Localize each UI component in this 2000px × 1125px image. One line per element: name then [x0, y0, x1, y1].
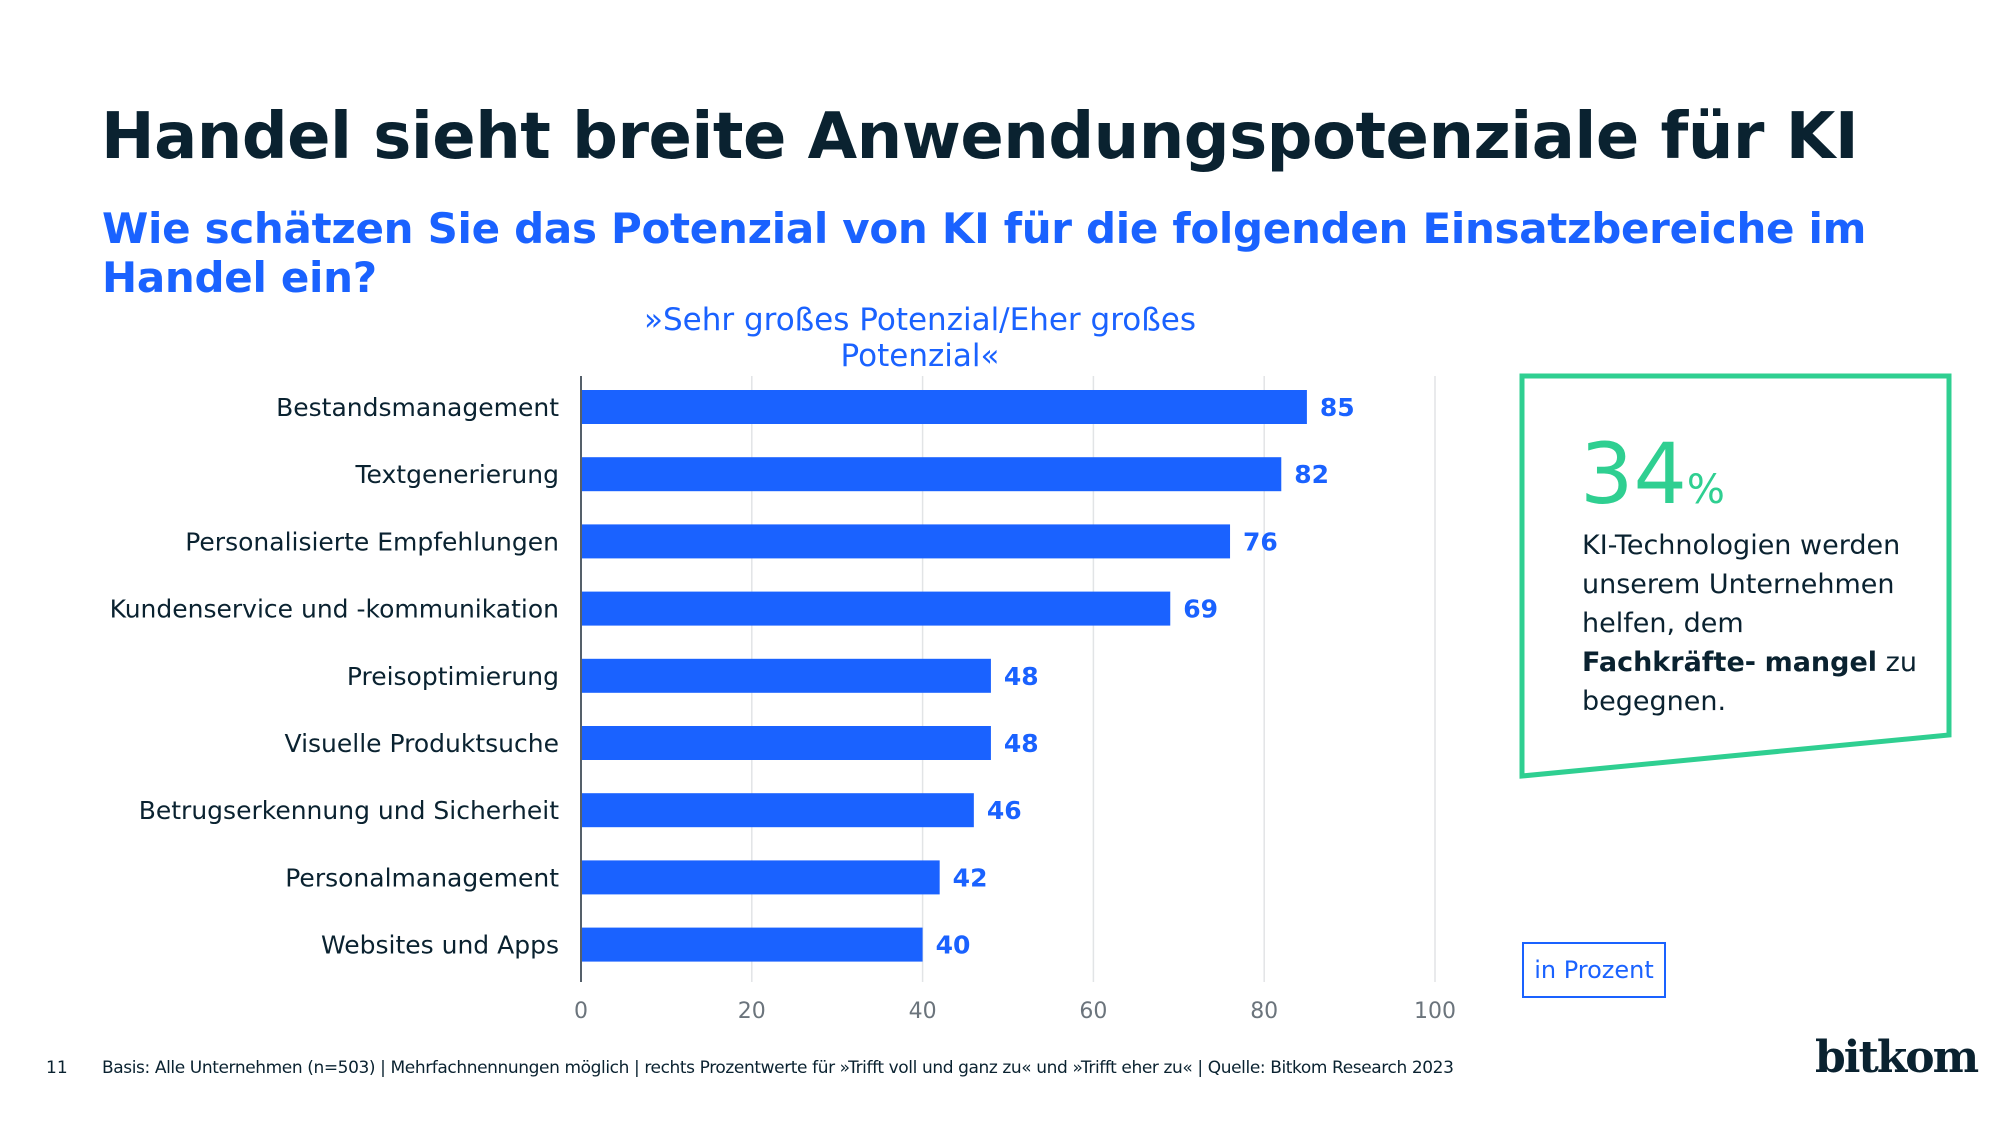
- callout-bold-2: mangel: [1764, 647, 1878, 678]
- category-label: Websites und Apps: [321, 931, 559, 960]
- x-tick-label: 100: [1414, 999, 1456, 1024]
- footnote: Basis: Alle Unternehmen (n=503) | Mehrfa…: [102, 1058, 1454, 1078]
- callout-percent: %: [1686, 467, 1725, 513]
- value-label: 48: [1004, 729, 1039, 758]
- bar: [581, 591, 1171, 626]
- category-label: Personalmanagement: [285, 863, 559, 892]
- callout-number: 34%: [1580, 432, 1725, 516]
- value-label: 42: [953, 863, 988, 892]
- callout-text-pre: KI-Technologien werden unserem Unternehm…: [1582, 530, 1901, 639]
- value-label: 76: [1243, 527, 1278, 556]
- bar: [581, 860, 940, 895]
- bar: [581, 524, 1231, 559]
- category-label: Textgenerierung: [355, 460, 559, 489]
- category-label: Preisoptimierung: [347, 662, 559, 691]
- bar: [581, 927, 923, 962]
- category-label: Betrugserkennung und Sicherheit: [139, 796, 559, 825]
- callout-bold-1: Fachkräfte-: [1582, 647, 1756, 678]
- value-label: 46: [987, 796, 1022, 825]
- bitkom-logo: bitkom: [1815, 1032, 1979, 1083]
- value-label: 48: [1004, 662, 1039, 691]
- chart-title: »Sehr großes Potenzial/Eher großes Poten…: [643, 302, 1196, 374]
- bar: [581, 390, 1307, 424]
- callout-frame: [1519, 373, 1952, 779]
- value-label: 40: [936, 931, 971, 960]
- bar: [581, 793, 974, 828]
- category-label: Visuelle Produktsuche: [285, 729, 559, 758]
- bar: [581, 658, 991, 693]
- value-label: 82: [1294, 460, 1329, 489]
- page-number: 11: [46, 1058, 68, 1078]
- callout-value: 34: [1580, 425, 1687, 523]
- category-label: Bestandsmanagement: [276, 393, 559, 422]
- category-label: Kundenservice und -kommunikation: [110, 595, 559, 624]
- unit-label: in Prozent: [1522, 942, 1666, 998]
- bar: [581, 457, 1282, 492]
- x-tick-label: 40: [909, 999, 937, 1024]
- value-label: 85: [1320, 393, 1355, 422]
- callout-text-post: zu begegnen.: [1582, 647, 1917, 717]
- page-title: Handel sieht breite Anwendungspotenziale…: [101, 100, 1859, 174]
- value-label: 69: [1183, 595, 1218, 624]
- x-tick-label: 60: [1079, 999, 1107, 1024]
- x-tick-label: 0: [574, 999, 588, 1024]
- category-label: Personalisierte Empfehlungen: [185, 527, 559, 556]
- x-tick-label: 80: [1250, 999, 1278, 1024]
- page-subtitle: Wie schätzen Sie das Potenzial von KI fü…: [102, 204, 1867, 302]
- x-tick-label: 20: [738, 999, 766, 1024]
- callout-text: KI-Technologien werden unserem Unternehm…: [1582, 526, 1922, 721]
- bar: [581, 726, 991, 760]
